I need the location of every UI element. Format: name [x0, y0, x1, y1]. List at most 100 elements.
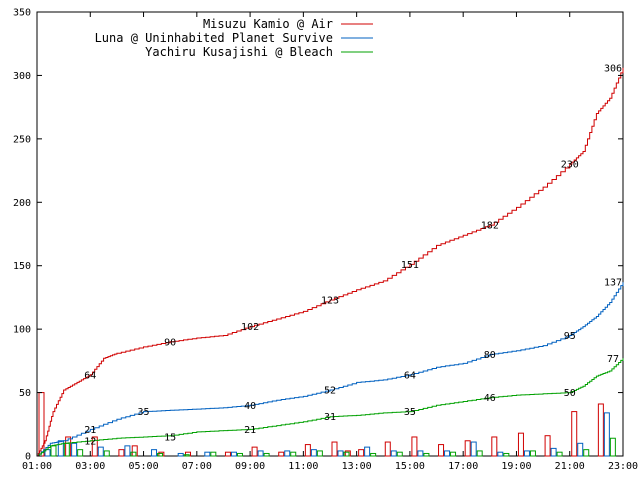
data-label: 137	[604, 278, 622, 289]
bar	[497, 451, 504, 457]
bar	[603, 412, 610, 457]
bar	[210, 451, 217, 457]
y-tick-label: 50	[19, 388, 31, 399]
data-label: 31	[324, 412, 336, 423]
bar	[370, 452, 377, 457]
x-tick-label: 15:00	[395, 461, 425, 472]
bar	[390, 450, 397, 457]
bar	[438, 444, 445, 457]
x-axis: 01:00 03:00 05:00 07:00 09:00 11:00 13:00 15:00…	[22, 12, 638, 472]
bar	[257, 450, 264, 457]
bar	[290, 451, 297, 457]
bar	[470, 441, 477, 457]
data-label: 102	[241, 322, 259, 333]
bar	[343, 451, 350, 457]
bar	[476, 450, 483, 457]
bar	[556, 451, 563, 457]
x-tick-label: 13:00	[342, 461, 372, 472]
y-tick-label: 350	[13, 8, 31, 19]
bar	[151, 449, 158, 457]
x-tick-label: 03:00	[75, 461, 105, 472]
data-label: 182	[481, 221, 499, 232]
bar	[396, 451, 403, 457]
legend-label: Misuzu Kamio @ Air	[203, 17, 333, 31]
bar	[411, 436, 418, 457]
bar	[464, 440, 471, 457]
bar	[278, 451, 285, 457]
bar	[77, 449, 84, 457]
bar	[103, 450, 110, 457]
data-label: 123	[321, 295, 339, 306]
series-line	[37, 282, 624, 457]
bar	[310, 449, 317, 457]
x-tick-label: 01:00	[22, 461, 52, 472]
bar	[577, 442, 584, 457]
bar	[423, 452, 430, 457]
bar	[50, 445, 57, 457]
y-tick-label: 250	[13, 134, 31, 145]
bar	[158, 451, 165, 457]
bar	[503, 452, 510, 457]
data-label: 306	[604, 63, 622, 74]
bar	[284, 450, 291, 457]
legend-label: Yachiru Kusajishi @ Bleach	[145, 45, 333, 59]
data-label: 21	[84, 425, 96, 436]
legend-label: Luna @ Uninhabited Planet Survive	[95, 31, 333, 45]
y-tick-label: 0	[25, 452, 31, 463]
data-label: 95	[564, 331, 576, 342]
bar	[204, 451, 211, 457]
bar	[130, 451, 137, 457]
y-tick-label: 150	[13, 261, 31, 272]
x-tick-label: 19:00	[501, 461, 531, 472]
series-line	[37, 358, 624, 457]
bar	[118, 449, 125, 457]
bar	[571, 411, 578, 457]
data-label: 35	[138, 407, 150, 418]
bar	[491, 436, 498, 457]
bar	[523, 450, 530, 457]
bar	[331, 441, 338, 457]
bar	[304, 444, 311, 457]
bar	[544, 435, 551, 457]
x-tick-label: 07:00	[182, 461, 212, 472]
data-label: 46	[484, 393, 496, 404]
bar	[251, 446, 258, 457]
bar	[38, 392, 45, 457]
bar	[183, 454, 190, 457]
bar	[57, 440, 64, 457]
bar	[63, 442, 70, 457]
bar	[517, 432, 524, 457]
data-label: 90	[164, 337, 176, 348]
plot-frame	[36, 11, 624, 457]
y-tick-label: 100	[13, 325, 31, 336]
bar	[131, 445, 138, 457]
bar	[97, 446, 104, 457]
bar	[157, 452, 164, 457]
x-tick-label: 09:00	[235, 461, 265, 472]
bar	[263, 452, 270, 457]
bars-layer	[38, 392, 616, 457]
y-tick-label: 200	[13, 198, 31, 209]
bar	[444, 450, 451, 457]
bar	[177, 452, 184, 457]
x-tick-label: 17:00	[448, 461, 478, 472]
bar	[71, 442, 78, 457]
y-tick-label: 300	[13, 71, 31, 82]
bar	[124, 445, 131, 457]
data-label: 21	[244, 425, 256, 436]
data-label: 52	[324, 386, 336, 397]
bar	[609, 437, 616, 457]
bar	[417, 450, 424, 457]
data-label: 64	[84, 370, 96, 381]
data-label: 64	[404, 370, 416, 381]
bar	[364, 446, 371, 457]
lines-layer	[37, 67, 624, 457]
bar	[384, 441, 391, 457]
data-label: 50	[564, 388, 576, 399]
x-tick-label: 23:00	[608, 461, 638, 472]
bar	[185, 451, 191, 457]
y-axis: 0 50 100 150 200 250 300 350	[13, 8, 623, 463]
bar	[236, 452, 243, 457]
